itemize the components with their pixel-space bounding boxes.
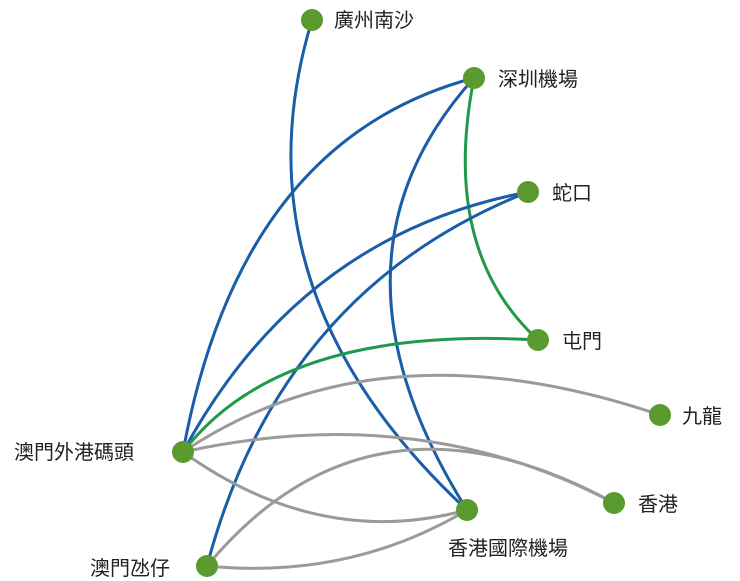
edge-macau-outer-hk-airport — [181, 450, 469, 524]
edge-shenzhen-airport-tuen-mun — [463, 76, 540, 342]
edge-tuen-mun-macau-outer — [181, 336, 540, 454]
edge-taipa-hk-airport — [205, 508, 469, 570]
label-taipa: 澳門氹仔 — [90, 556, 170, 580]
label-nansha: 廣州南沙 — [334, 8, 414, 32]
route-edges — [181, 18, 662, 570]
edge-shekou-macau-outer — [181, 190, 530, 454]
label-hong-kong: 香港 — [638, 492, 678, 516]
edge-macau-outer-hong-kong — [181, 433, 616, 505]
port-nodes: 廣州南沙 深圳機場 蛇口 屯門 九龍 澳門外港碼頭 香港 香港國際機場 澳門氹仔 — [14, 8, 722, 580]
label-kowloon: 九龍 — [682, 404, 722, 428]
node-taipa[interactable] — [196, 555, 218, 577]
edge-taipa-hong-kong — [205, 447, 616, 568]
node-kowloon[interactable] — [649, 404, 671, 426]
edge-shenzhen-airport-hk-airport — [388, 76, 476, 512]
edge-shenzhen-airport-macau-outer — [181, 76, 476, 454]
label-shekou: 蛇口 — [552, 181, 592, 205]
node-shekou[interactable] — [517, 181, 539, 203]
edge-nansha-hk-airport — [289, 18, 469, 512]
node-macau-outer-harbour[interactable] — [172, 441, 194, 463]
label-tuen-mun: 屯門 — [562, 329, 602, 353]
node-nansha[interactable] — [301, 9, 323, 31]
label-macau-outer-harbour: 澳門外港碼頭 — [14, 440, 134, 464]
node-tuen-mun[interactable] — [527, 329, 549, 351]
node-shenzhen-airport[interactable] — [463, 67, 485, 89]
label-hk-airport: 香港國際機場 — [448, 536, 568, 560]
edge-shekou-taipa — [205, 190, 530, 568]
node-hong-kong[interactable] — [603, 492, 625, 514]
node-hk-airport[interactable] — [456, 499, 478, 521]
label-shenzhen-airport: 深圳機場 — [498, 67, 578, 91]
edge-kowloon-macau-outer — [181, 373, 662, 454]
